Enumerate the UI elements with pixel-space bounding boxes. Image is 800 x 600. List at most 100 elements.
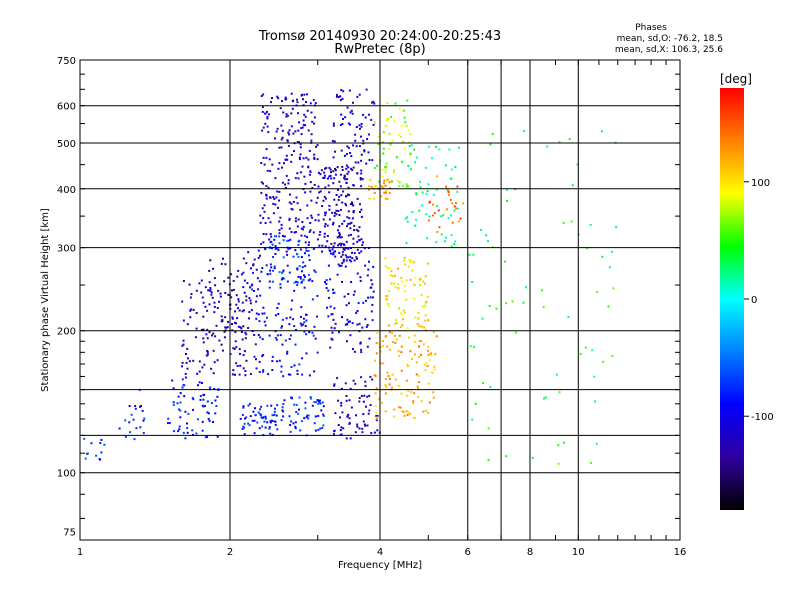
data-point [558, 391, 561, 394]
data-point [420, 353, 423, 356]
data-point [487, 240, 489, 243]
data-point [277, 206, 279, 209]
data-point [259, 408, 262, 411]
data-point [267, 217, 270, 220]
data-point [313, 370, 316, 373]
data-point [294, 130, 297, 133]
data-point [324, 186, 327, 189]
data-point [433, 365, 436, 368]
data-point [279, 216, 282, 219]
data-point [454, 240, 457, 243]
data-point [332, 318, 335, 321]
data-point [353, 290, 356, 293]
data-point [422, 280, 424, 283]
data-point [388, 348, 391, 351]
data-point [428, 359, 431, 362]
data-point [266, 117, 269, 120]
data-point [435, 205, 438, 208]
data-point [330, 313, 333, 316]
data-point [362, 400, 365, 403]
data-point [202, 301, 205, 304]
data-point [296, 284, 299, 287]
data-point [346, 145, 349, 148]
data-point [458, 220, 461, 223]
data-point [485, 234, 488, 237]
data-point [295, 411, 298, 413]
data-point [400, 369, 403, 372]
data-point [330, 242, 333, 245]
data-point [305, 156, 308, 159]
data-point [270, 101, 272, 104]
data-point [294, 421, 297, 424]
data-point [270, 404, 273, 407]
data-point [274, 203, 277, 206]
data-point [294, 249, 297, 252]
data-point [345, 240, 348, 243]
data-point [407, 129, 410, 132]
data-point [346, 225, 348, 228]
data-point [241, 338, 244, 341]
data-point [201, 382, 203, 384]
data-point [266, 404, 269, 407]
data-point [426, 365, 429, 367]
data-point [292, 318, 295, 321]
data-point [298, 396, 301, 399]
data-point [390, 115, 393, 118]
data-point [309, 396, 312, 399]
data-point [195, 327, 198, 330]
data-point [328, 175, 331, 178]
data-point [376, 342, 379, 345]
data-point [249, 373, 252, 375]
data-point [192, 398, 195, 401]
data-point [216, 307, 219, 309]
data-point [299, 208, 302, 211]
data-point [327, 184, 330, 187]
data-point [384, 184, 387, 187]
data-point [325, 166, 328, 169]
data-point [201, 296, 204, 299]
data-point [257, 334, 260, 336]
data-point [134, 405, 137, 407]
data-point [360, 215, 363, 218]
data-point [375, 341, 378, 344]
data-point [367, 268, 370, 271]
data-point [286, 139, 289, 142]
data-point [276, 307, 279, 309]
data-point [363, 149, 366, 152]
data-point [242, 309, 245, 312]
data-point [238, 309, 241, 312]
data-point [317, 399, 320, 402]
data-point [340, 433, 343, 436]
data-point [345, 399, 348, 402]
data-point [261, 106, 264, 109]
data-point [303, 234, 306, 237]
data-point [236, 307, 239, 310]
data-point [375, 352, 378, 355]
data-point [451, 202, 454, 205]
data-point [259, 214, 262, 217]
data-point [303, 417, 306, 420]
data-point [413, 392, 416, 395]
data-point [314, 429, 317, 432]
data-point [330, 326, 333, 329]
data-point [282, 403, 285, 405]
data-point [253, 258, 256, 261]
data-point [446, 208, 448, 211]
data-point [265, 185, 268, 187]
data-point [333, 177, 336, 180]
data-point [206, 350, 209, 352]
data-point [281, 325, 283, 328]
data-point [372, 265, 375, 268]
data-point [313, 401, 316, 403]
data-point [222, 257, 224, 260]
data-point [472, 253, 475, 256]
data-point [435, 145, 438, 148]
data-point [187, 412, 190, 415]
data-point [335, 203, 338, 206]
data-point [369, 179, 372, 182]
data-point [591, 349, 594, 352]
data-point [287, 131, 290, 134]
data-point [374, 375, 377, 377]
data-point [218, 300, 221, 303]
data-point [421, 305, 424, 308]
